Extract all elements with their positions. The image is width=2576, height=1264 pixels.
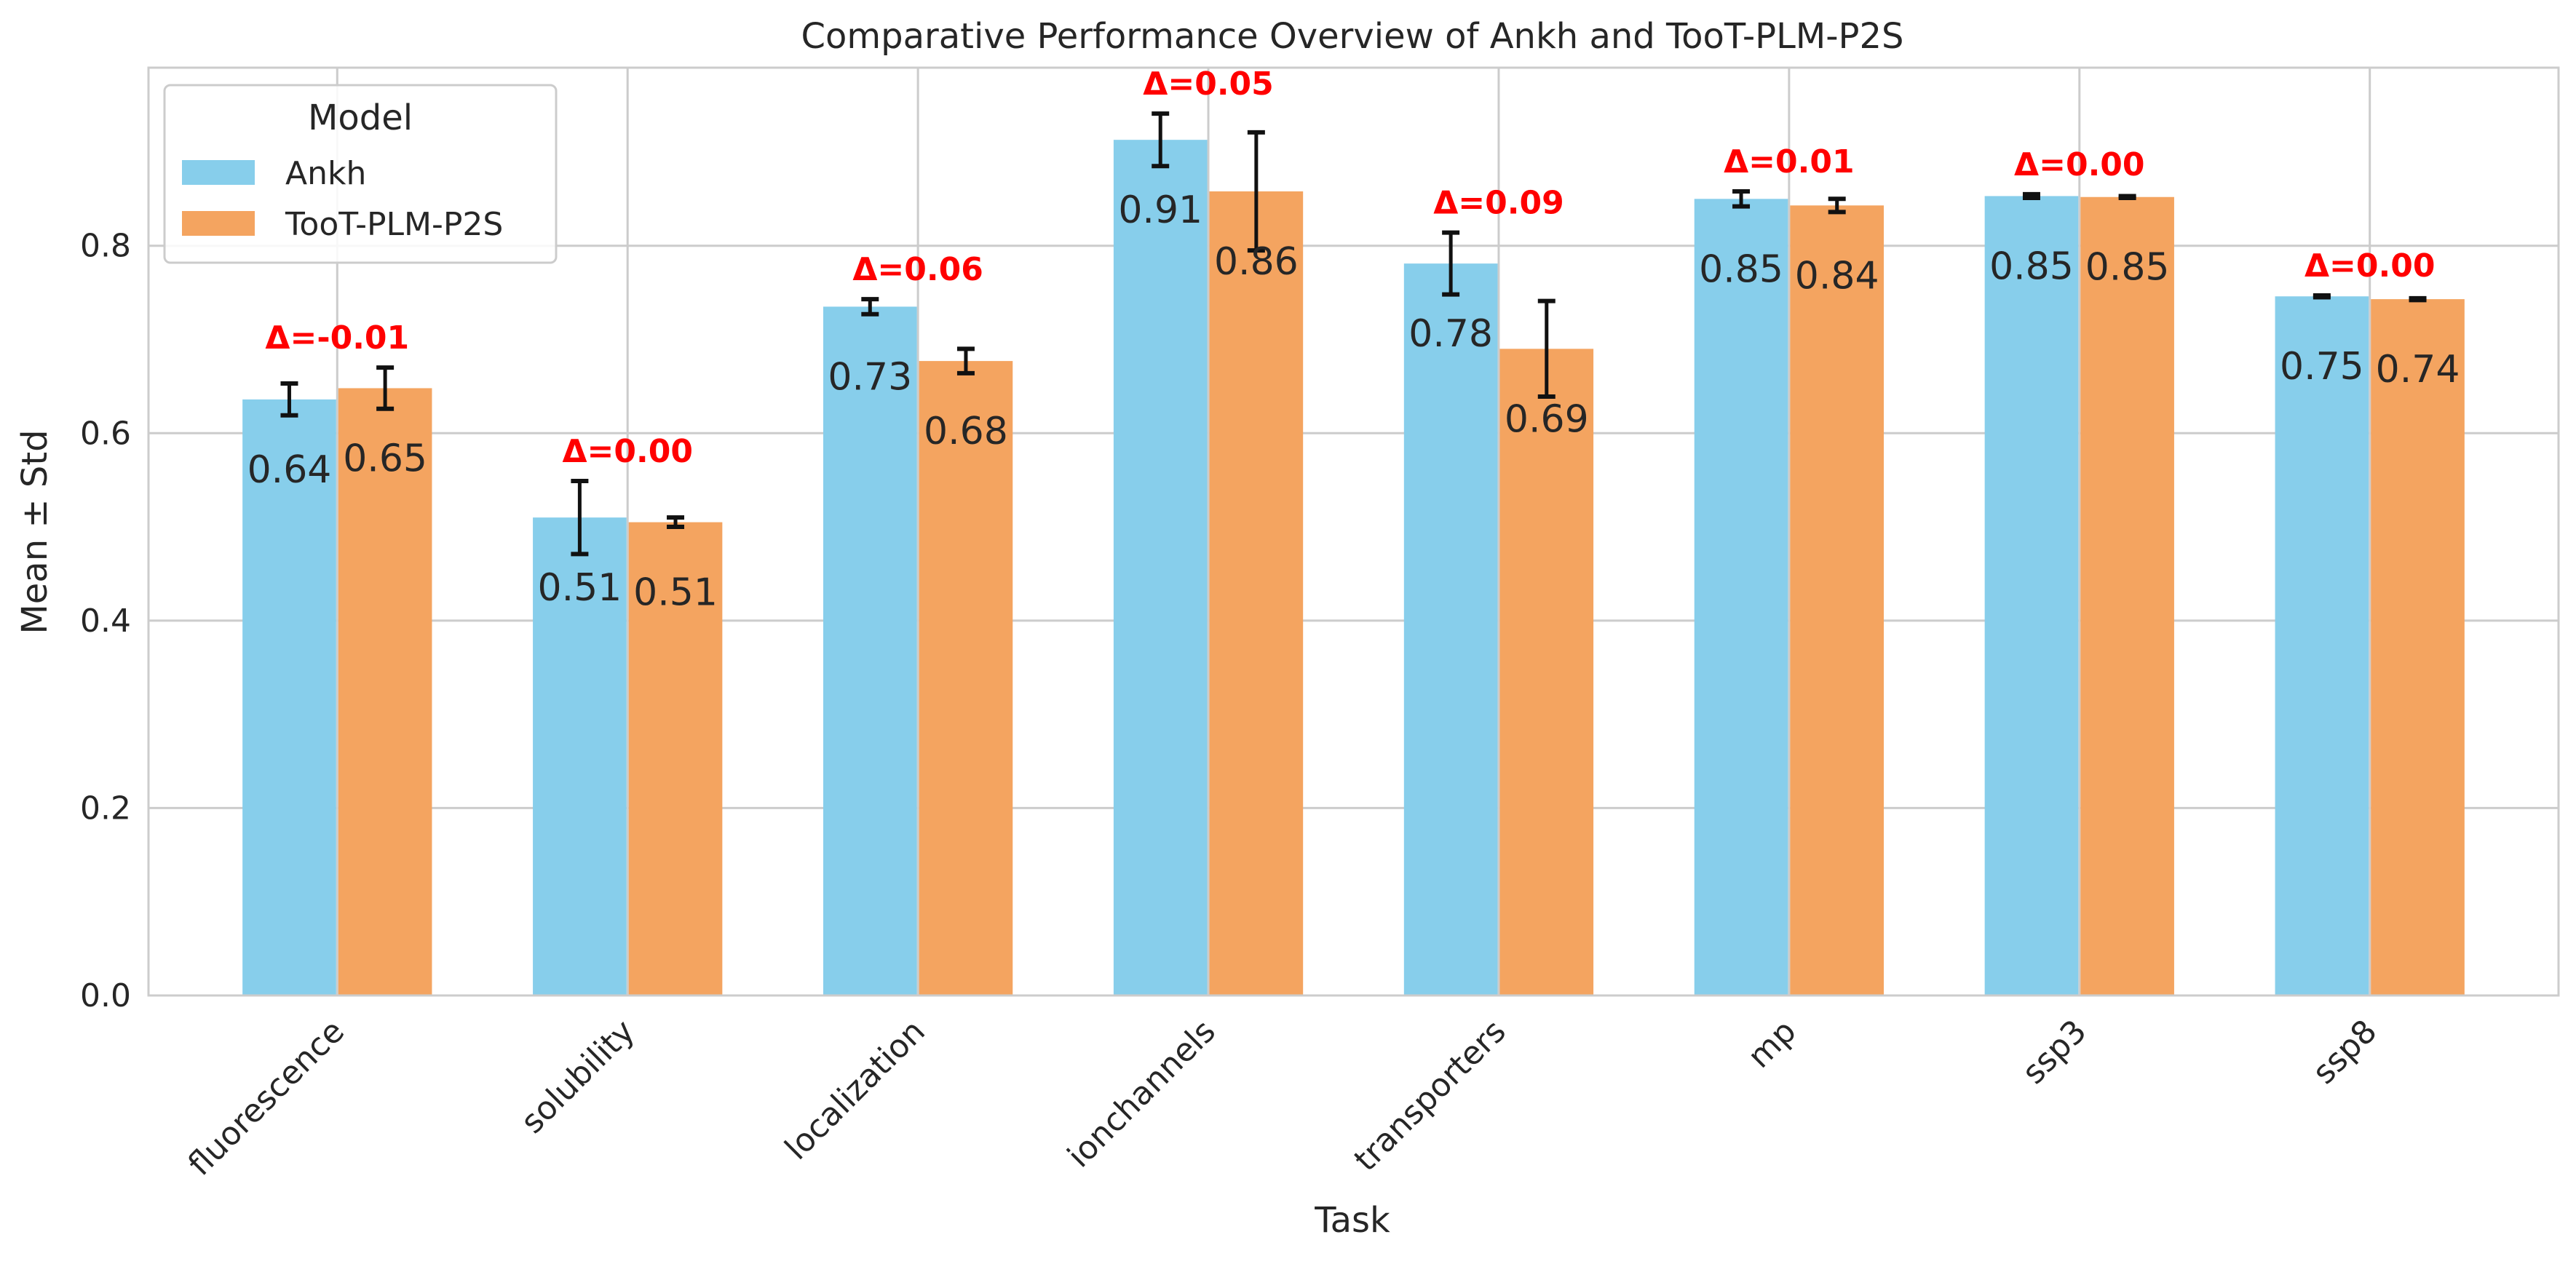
- error-bar: [861, 297, 879, 317]
- legend-swatch-toot: [182, 211, 255, 236]
- error-bar: [956, 346, 975, 375]
- y-ticks: 0.0 0.2 0.4 0.6 0.8: [80, 228, 131, 1014]
- error-bar: [571, 478, 589, 557]
- error-bars: [280, 111, 2427, 557]
- bars: [242, 140, 2465, 996]
- bar-ankh: [2275, 296, 2369, 995]
- bar-ankh: [1113, 140, 1208, 996]
- value-label: 0.84: [1795, 254, 1879, 298]
- bar-ankh: [823, 306, 917, 996]
- value-label: 0.68: [924, 410, 1008, 453]
- bar-toot-plm-p2s: [1499, 349, 1594, 995]
- error-bar: [2022, 191, 2040, 201]
- error-bar: [1442, 230, 1460, 297]
- y-tick-label: 0.2: [80, 790, 131, 827]
- bar-ankh: [533, 517, 627, 995]
- error-bar: [1828, 196, 1846, 215]
- value-label: 0.69: [1505, 397, 1589, 441]
- bar-toot-plm-p2s: [2080, 196, 2174, 995]
- delta-annotation: Δ=-0.01: [265, 319, 409, 357]
- value-label: 0.51: [537, 566, 622, 610]
- x-tick-label: ssp8: [2305, 1013, 2384, 1092]
- y-tick-label: 0.8: [80, 228, 131, 265]
- x-tick-label: ionchannels: [1061, 1013, 1223, 1175]
- value-label: 0.86: [1214, 240, 1299, 284]
- x-ticks: fluorescence solubility localization ioncha…: [181, 1013, 2385, 1183]
- bar-ankh: [1694, 199, 1788, 996]
- value-label: 0.85: [1989, 245, 2074, 288]
- error-bar: [667, 515, 685, 530]
- x-axis-label: Task: [1314, 1200, 1390, 1241]
- x-tick-label: localization: [778, 1013, 932, 1167]
- bar-toot-plm-p2s: [1209, 191, 1304, 995]
- value-labels: 0.64 0.51 0.73 0.91 0.78 0.85 0.85 0.75 0.65 0.51…: [247, 188, 2460, 614]
- delta-annotation: Δ=0.00: [562, 433, 692, 470]
- error-bar: [2409, 295, 2427, 303]
- delta-annotation: Δ=0.09: [1433, 185, 1564, 222]
- x-tick-label: ssp3: [2016, 1013, 2094, 1092]
- bar-ankh: [242, 399, 336, 995]
- value-label: 0.85: [2085, 246, 2170, 290]
- legend-title: Model: [308, 98, 413, 138]
- delta-annotation: Δ=0.01: [1724, 143, 1854, 180]
- y-tick-label: 0.0: [80, 977, 131, 1014]
- error-bar: [280, 381, 298, 418]
- chart-title: Comparative Performance Overview of Ankh…: [801, 16, 1903, 57]
- bar-ankh: [1984, 196, 2079, 995]
- value-label: 0.91: [1118, 188, 1202, 232]
- delta-annotation: Δ=0.06: [852, 251, 983, 288]
- error-bar: [2118, 194, 2136, 201]
- value-label: 0.64: [247, 448, 332, 492]
- error-bar: [1537, 298, 1555, 400]
- x-tick-label: fluorescence: [181, 1013, 352, 1183]
- y-tick-label: 0.6: [80, 415, 131, 452]
- legend-box: [163, 84, 558, 264]
- bar-toot-plm-p2s: [919, 361, 1013, 995]
- value-label: 0.65: [343, 437, 427, 480]
- legend-swatch-ankh: [182, 160, 255, 185]
- bar-toot-plm-p2s: [1790, 205, 1885, 996]
- error-bar: [1152, 111, 1170, 169]
- delta-annotation: Δ=0.00: [2014, 146, 2144, 183]
- bar-toot-plm-p2s: [2371, 299, 2465, 995]
- error-bar: [2313, 293, 2331, 300]
- delta-annotation: Δ=0.00: [2304, 247, 2435, 285]
- x-tick-label: solubility: [514, 1013, 642, 1141]
- error-bar: [1247, 130, 1265, 253]
- legend-label-ankh: Ankh: [285, 155, 366, 192]
- value-label: 0.85: [1699, 247, 1783, 291]
- value-label: 0.73: [828, 355, 912, 399]
- bar-ankh: [1403, 263, 1498, 996]
- error-bar: [376, 365, 395, 411]
- legend-label-toot: TooT-PLM-P2S: [285, 206, 503, 243]
- value-label: 0.78: [1408, 312, 1493, 356]
- error-bar: [1732, 189, 1751, 209]
- delta-annotation: Δ=0.05: [1143, 65, 1273, 103]
- x-tick-label: transporters: [1347, 1013, 1513, 1179]
- value-label: 0.51: [633, 571, 718, 615]
- value-label: 0.75: [2280, 345, 2364, 389]
- bar-toot-plm-p2s: [338, 388, 432, 995]
- plot-frame: [147, 66, 2560, 997]
- value-label: 0.74: [2376, 348, 2460, 391]
- y-tick-label: 0.4: [80, 603, 131, 640]
- x-tick-label: mp: [1741, 1013, 1804, 1076]
- delta-annotations: Δ=-0.01 Δ=0.00 Δ=0.06 Δ=0.05 Δ=0.09 Δ=0.01 Δ=0…: [265, 65, 2435, 470]
- bar-toot-plm-p2s: [628, 522, 723, 995]
- legend: Model Ankh TooT-PLM-P2S: [163, 84, 558, 264]
- y-axis-label: Mean ± Std: [15, 429, 55, 634]
